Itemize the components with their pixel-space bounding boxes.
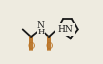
Text: HN: HN <box>57 25 73 34</box>
Text: O: O <box>45 42 53 51</box>
Text: H: H <box>37 28 45 36</box>
Text: N: N <box>37 21 45 30</box>
Text: O: O <box>27 42 35 51</box>
